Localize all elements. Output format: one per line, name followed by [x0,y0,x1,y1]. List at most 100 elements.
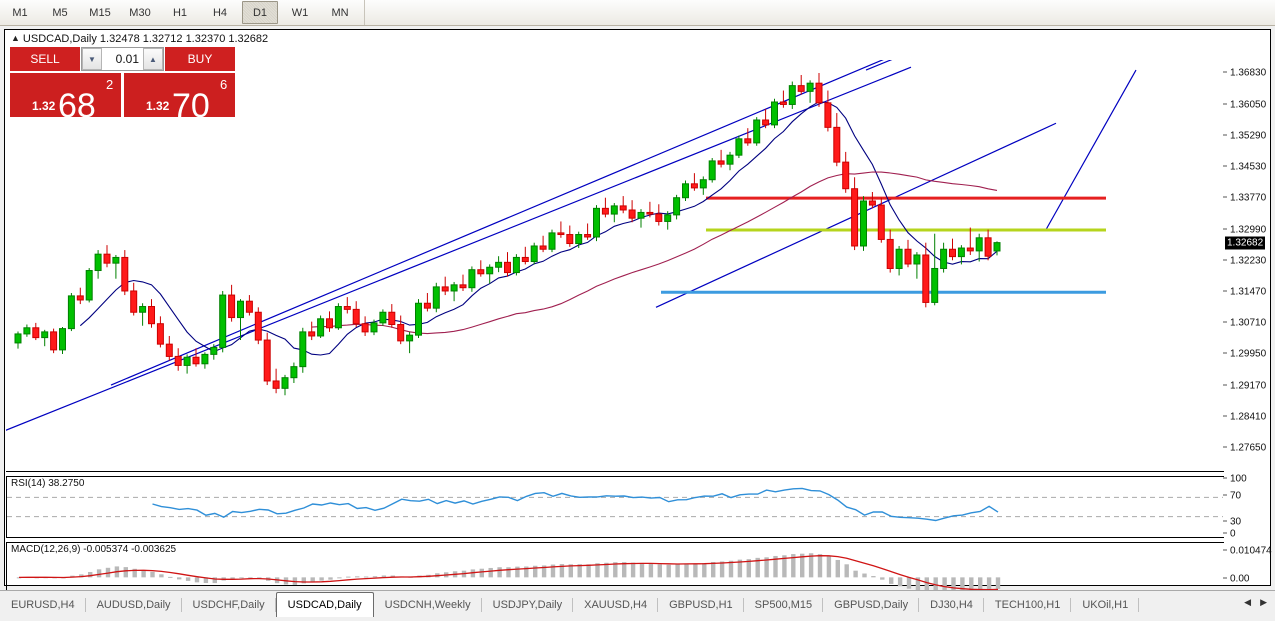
timeframe-h1-button[interactable]: H1 [172,6,188,19]
candlestick [957,245,965,265]
candle-body [610,205,618,215]
candle-body [228,294,236,319]
ask-price-button[interactable]: 1.32 70 6 [124,73,235,117]
chart-tab-eurusd-h4[interactable]: EURUSD,H4 [0,594,86,616]
timeframe-h4-button[interactable]: H4 [212,6,228,19]
candle-body [664,214,672,222]
collapse-arrow-icon[interactable]: ▲ [11,33,20,43]
candlestick [210,344,218,360]
candlestick [334,303,342,330]
candlestick [495,256,503,273]
chart-tab-usdcad-daily[interactable]: USDCAD,Daily [275,592,374,617]
buy-button[interactable]: BUY [165,47,235,73]
macd-histogram-bar [568,564,573,578]
timeframe-m15-button[interactable]: M15 [89,6,111,19]
candle-body [735,138,743,156]
macd-histogram-bar [506,567,511,578]
candlestick [984,229,992,261]
volume-stepper[interactable]: ▼ 0.01 ▲ [81,47,164,71]
candle-body [352,308,360,325]
price-tick: 1.32990 [1223,225,1266,236]
macd-histogram-bar [88,571,93,578]
candlestick [361,316,369,336]
macd-histogram-bar [862,573,867,578]
candlestick [868,191,876,209]
candlestick [860,196,867,251]
macd-histogram-bar [853,570,858,578]
candlestick [388,304,396,328]
candlestick [245,295,253,316]
chart-tab-gbpusd-daily[interactable]: GBPUSD,Daily [823,594,920,616]
bid-price-prefix: 1.32 [32,99,56,113]
rsi-tick: 100 [1223,474,1247,485]
volume-decrease-icon[interactable]: ▼ [82,48,102,70]
candlestick [762,108,770,129]
ask-price-fraction: 6 [220,77,228,92]
chart-tab-audusd-daily[interactable]: AUDUSD,Daily [86,594,182,616]
candlestick [219,290,227,353]
rsi-line [152,487,999,522]
candle-body [708,160,716,181]
chart-tab-usdjpy-daily[interactable]: USDJPY,Daily [482,594,574,616]
timeframe-m30-button[interactable]: M30 [129,6,151,19]
candle-body [41,331,49,339]
moving-average-line [311,171,998,335]
chart-tab-xauusd-h4[interactable]: XAUUSD,H4 [573,594,659,616]
candlestick [201,352,209,369]
timeframe-mn-button[interactable]: MN [331,6,349,19]
rsi-tick: 0 [1223,529,1236,540]
chart-tab-usdcnh-weekly[interactable]: USDCNH,Weekly [374,594,482,616]
candle-body [32,327,40,339]
scroll-right-icon[interactable]: ▶ [1260,597,1267,607]
bid-price-button[interactable]: 1.32 68 2 [10,73,121,117]
macd-histogram-bar [666,564,671,578]
chart-tab-usdchf-daily[interactable]: USDCHF,Daily [182,594,276,616]
candlestick [423,293,431,312]
scroll-left-icon[interactable]: ◀ [1244,597,1252,607]
macd-histogram-bar [648,563,654,578]
volume-input[interactable]: 0.01 [115,52,139,66]
candlestick [103,245,111,268]
candlestick [610,203,618,223]
macd-histogram-bar [79,574,84,578]
candle-body [361,323,369,333]
price-tick: 1.32230 [1223,256,1266,267]
chart-tab-dj30-h4[interactable]: DJ30,H4 [919,594,984,616]
macd-histogram-bar [782,555,787,578]
candlestick [975,233,983,262]
candlestick [673,194,681,220]
timeframe-w1-button[interactable]: W1 [291,6,309,19]
macd-histogram-bar [515,566,520,578]
volume-increase-icon[interactable]: ▲ [143,48,163,70]
candle-body [566,234,574,245]
macd-histogram-bar [319,577,324,581]
macd-histogram-bar [141,569,146,578]
candlestick [379,309,387,326]
timeframe-m1-button[interactable]: M1 [12,6,28,19]
moving-average-line [79,101,998,356]
chart-tab-tech100-h1[interactable]: TECH100,H1 [984,594,1072,616]
trend-line [110,60,884,386]
rsi-tick: 30 [1223,517,1241,528]
price-scale[interactable]: 1.36830 1.36050 1.35290 1.34530 1.33770 1.329… [1223,30,1275,604]
price-tick: 1.35290 [1223,130,1266,141]
price-tick: 1.29170 [1223,381,1266,392]
price-chart-pane[interactable] [6,60,1224,472]
sell-button[interactable]: SELL [10,47,80,73]
candle-body [521,256,529,263]
price-tick: 1.36050 [1223,99,1266,110]
rsi-indicator-pane[interactable]: RSI(14) 38.2750 [6,476,1224,538]
candlestick [281,374,289,396]
chart-tab-ukoil-h1[interactable]: UKOil,H1 [1071,594,1140,616]
candlestick [806,80,814,103]
macd-histogram-bar [355,576,360,578]
chart-tab-gbpusd-h1[interactable]: GBPUSD,H1 [658,594,744,616]
timeframe-d1-button[interactable]: D1 [242,1,278,24]
oct-header-row: SELL ▼ 0.01 ▲ BUY [10,47,235,73]
macd-histogram-bar [791,554,796,578]
timeframe-m5-button[interactable]: M5 [52,6,68,19]
macd-histogram-bar [470,569,476,578]
macd-histogram-bar [737,559,743,578]
candle-body [477,269,485,275]
chart-tab-sp500-m15[interactable]: SP500,M15 [744,594,824,616]
